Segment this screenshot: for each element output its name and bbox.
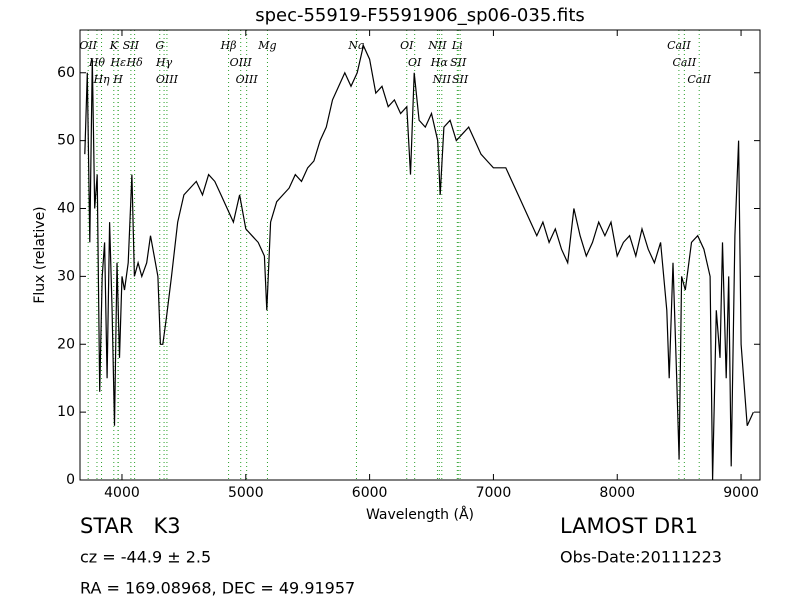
spectral-line-label: Hη (92, 73, 110, 86)
y-tick-label: 10 (57, 404, 75, 420)
chart-title: spec-55919-F5591906_sp06-035.fits (255, 5, 585, 26)
spectral-line-label: Na (347, 39, 364, 52)
coordinates: RA = 169.08968, DEC = 49.91957 (80, 579, 355, 598)
plot-frame (79, 29, 761, 481)
spectral-line-label: CaII (673, 56, 697, 69)
spectrum-line (84, 43, 754, 480)
spectral-line-label: OI (408, 56, 422, 69)
object-class: STAR K3 (80, 514, 181, 538)
spectral-line-label: Hδ (125, 56, 143, 69)
spectral-line-label: SII (123, 39, 140, 52)
spectral-line-label: CaII (687, 73, 711, 86)
y-tick-label: 60 (57, 65, 75, 81)
y-tick-label: 0 (66, 472, 75, 488)
spectral-line-label: OIII (230, 56, 253, 69)
spectral-line-label: H (112, 73, 123, 86)
spectral-line-label: OIII (236, 73, 259, 86)
spectral-line-label: G (155, 39, 164, 52)
x-tick-label: 4000 (104, 485, 140, 501)
x-axis-label: Wavelength (Å) (366, 506, 474, 523)
spectral-line-label: K (109, 39, 119, 52)
obs-date: Obs-Date:20111223 (560, 548, 722, 567)
spectral-line-label: Mg (257, 39, 276, 52)
x-tick-label: 8000 (599, 485, 635, 501)
spectral-line-label: NII (427, 39, 447, 52)
spectral-line-label: Li (451, 39, 463, 52)
survey: LAMOST DR1 (560, 514, 698, 538)
spectral-line-label: Hα (430, 56, 449, 69)
spectral-line-label: OIII (156, 73, 179, 86)
redshift: cz = -44.9 ± 2.5 (80, 548, 211, 567)
x-tick-label: 5000 (228, 485, 264, 501)
y-tick-label: 40 (57, 201, 75, 217)
y-tick-label: 50 (57, 133, 75, 149)
y-tick-label: 20 (57, 336, 75, 352)
spectral-line-label: OI (400, 39, 414, 52)
y-tick-label: 30 (57, 268, 75, 284)
x-tick-label: 7000 (476, 485, 512, 501)
spectral-line-label: Hβ (220, 39, 237, 52)
x-tick-label: 6000 (352, 485, 388, 501)
spectral-line-label: SII (452, 73, 469, 86)
spectral-line-label: CaII (667, 39, 691, 52)
spectral-line-label: SII (450, 56, 467, 69)
spectral-line-label: OII (79, 39, 97, 52)
spectral-line-label: Hγ (155, 56, 173, 69)
spectral-line-label: NII (432, 73, 452, 86)
x-tick-label: 9000 (723, 485, 759, 501)
y-axis-label: Flux (relative) (32, 206, 48, 303)
spectral-line-label: Hθ (88, 56, 106, 69)
